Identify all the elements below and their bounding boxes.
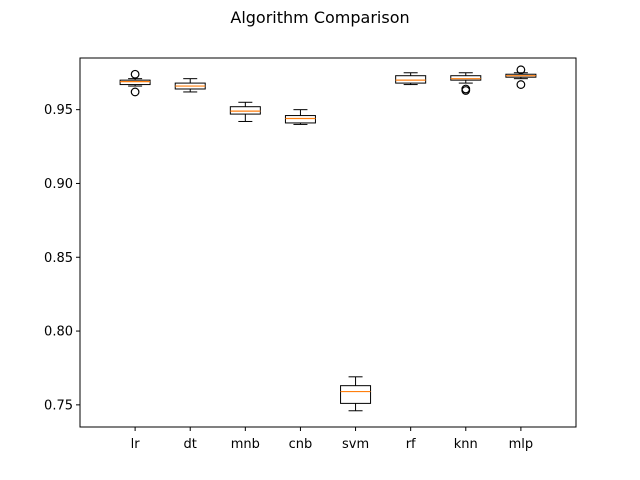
box-mnb bbox=[229, 106, 261, 115]
box-svm bbox=[340, 385, 372, 404]
y-tick-label: 0.85 bbox=[44, 251, 73, 266]
plot-area: 0.75 0.80 0.85 0.90 0.95 lr dt mnb cnb svm rf knn ml… bbox=[44, 65, 537, 452]
x-tick-label: knn bbox=[454, 437, 478, 452]
y-tick-label: 0.90 bbox=[44, 177, 73, 192]
outlier-point bbox=[130, 69, 140, 79]
box-lr bbox=[119, 79, 151, 86]
outlier-point bbox=[516, 65, 526, 75]
y-tick-label: 0.95 bbox=[44, 103, 73, 118]
outlier-point bbox=[516, 80, 526, 89]
x-tick-label: svm bbox=[342, 437, 369, 452]
axes-frame bbox=[79, 57, 577, 428]
x-tick-label: dt bbox=[184, 437, 197, 452]
x-tick-label: rf bbox=[406, 437, 416, 452]
box-rf bbox=[395, 75, 427, 84]
chart-title: Algorithm Comparison bbox=[230, 8, 409, 27]
box-knn bbox=[450, 75, 482, 81]
x-tick-label: mnb bbox=[231, 437, 260, 452]
x-tick-label: lr bbox=[131, 437, 141, 452]
box-cnb bbox=[284, 115, 316, 124]
x-tick-label: cnb bbox=[289, 437, 313, 452]
outlier-point bbox=[461, 86, 471, 95]
y-tick-label: 0.75 bbox=[44, 398, 73, 413]
x-tick-label: mlp bbox=[509, 437, 534, 452]
outlier-point bbox=[130, 87, 140, 97]
y-tick-label: 0.80 bbox=[44, 325, 73, 340]
